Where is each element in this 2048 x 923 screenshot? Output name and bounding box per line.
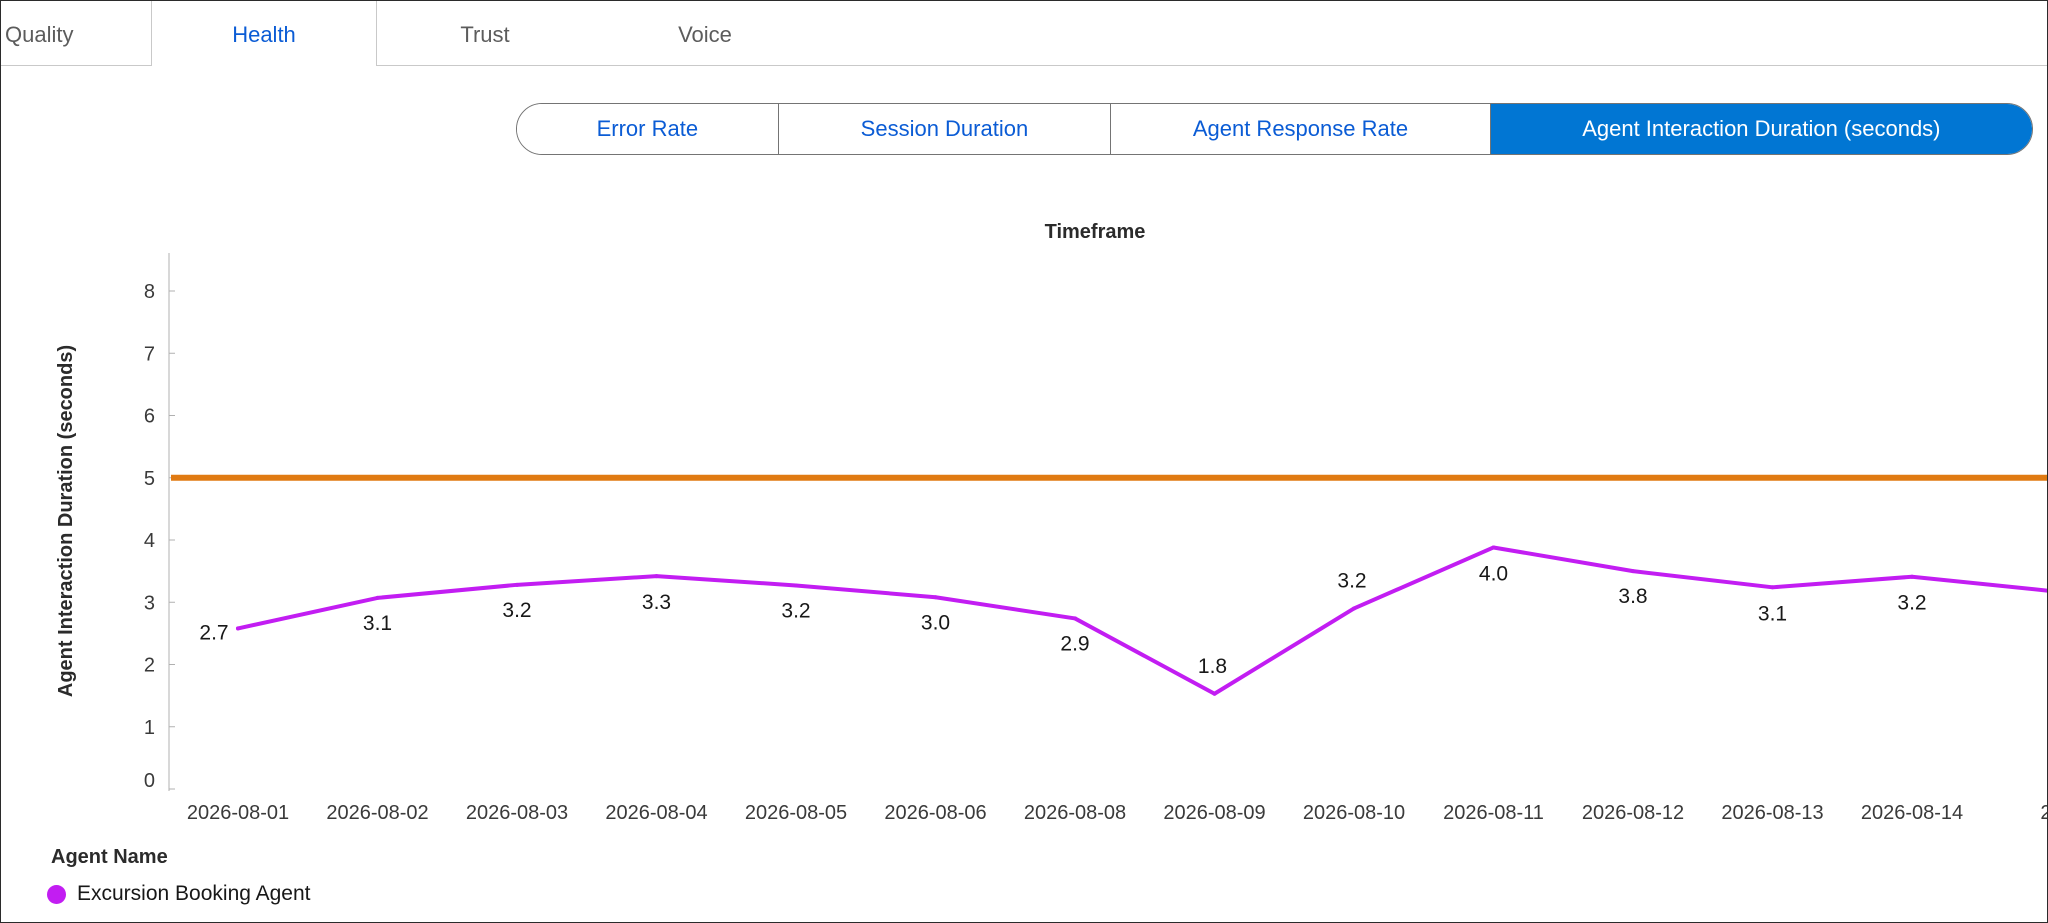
x-tick-label: 2026-08-01 [187,802,289,824]
data-point [1770,585,1775,590]
data-label: 1.8 [1198,655,1227,678]
data-label: 3.0 [921,611,950,634]
data-label: 3.2 [781,599,810,622]
tab-health[interactable]: Health [151,1,377,66]
x-tick-label: 2026-08-14 [1861,802,1963,824]
data-point [794,583,798,588]
y-tick-label: 7 [144,343,155,365]
data-point [1073,616,1077,621]
y-tick-label: 0 [144,770,155,792]
x-tick-label: 2026-08-08 [1024,802,1126,824]
data-label: 3.2 [1337,569,1366,592]
y-tick-label: 8 [144,281,155,303]
data-point [933,595,938,600]
y-tick-label: 5 [144,468,155,490]
x-tick-label: 20 [2040,802,2047,824]
tab-bar: Quality Health Trust Voice [1,1,2047,66]
tab-voice[interactable]: Voice [678,22,732,47]
data-label: 3.1 [363,612,392,635]
x-tick-label: 2026-08-05 [745,802,847,824]
threshold-line-group [171,474,2047,484]
x-tick-label: 2026-08-02 [326,802,428,824]
series-line [236,545,2047,696]
chart-title: Timeframe [1045,221,1146,243]
data-point [1631,569,1635,574]
data-point [1352,606,1356,611]
x-tick-label: 2026-08-11 [1443,802,1544,824]
data-label: 3.2 [502,599,531,622]
data-point [1910,574,1914,579]
axes: 0 1 2 3 4 5 6 7 8 2026-08-01 2026-08-02 2026-08-03 2… [144,253,2047,824]
line-chart: Timeframe Agent Interaction Duration (se… [55,221,2047,824]
data-label: 2.9 [1060,632,1089,655]
data-label: 4.0 [1479,562,1508,585]
tab-trust[interactable]: Trust [460,22,510,47]
data-label: 2.7 [199,621,228,644]
y-axis-label: Agent Interaction Duration (seconds) [55,345,77,697]
legend-marker [47,884,66,904]
legend-title: Agent Name [51,846,168,868]
data-label: 3.1 [1758,602,1787,625]
legend-item[interactable]: Excursion Booking Agent [47,882,310,906]
x-tick-label: 2026-08-03 [466,802,568,824]
x-tick-label: 2026-08-09 [1163,802,1265,824]
data-point [515,582,519,587]
x-tick-label: 2026-08-12 [1582,802,1684,824]
x-tick-label: 2026-08-06 [884,802,986,824]
tab-quality[interactable]: Quality [5,1,152,65]
data-point [1212,691,1217,696]
data-label: 3.3 [642,591,671,614]
data-point [654,574,659,579]
series-group: 2.7 3.1 3.2 3.3 3.2 3.0 2.9 1.8 3.2 4.0 3.8 3.1 3.2 [199,545,2047,696]
data-label: 3.2 [1897,592,1926,615]
x-tick-label: 2026-08-13 [1721,802,1823,824]
y-tick-label: 3 [144,592,155,614]
y-tick-label: 4 [144,530,155,552]
y-tick-label: 2 [144,655,155,677]
x-tick-label: 2026-08-04 [605,802,707,824]
data-point [236,626,240,631]
agent-response-rate-button[interactable]: Agent Response Rate [1111,104,1491,154]
data-point [1491,545,1496,550]
data-point [375,595,380,600]
x-tick-label: 2026-08-10 [1303,802,1405,824]
y-tick-label: 1 [144,717,155,739]
legend-label: Excursion Booking Agent [77,882,311,905]
error-rate-button[interactable]: Error Rate [517,104,779,154]
metric-selector: Error Rate Session Duration Agent Respon… [516,103,2033,155]
data-label: 3.8 [1618,585,1647,608]
y-tick-label: 6 [144,406,155,428]
agent-interaction-duration-button[interactable]: Agent Interaction Duration (seconds) [1490,104,2032,154]
session-duration-button[interactable]: Session Duration [778,104,1112,154]
